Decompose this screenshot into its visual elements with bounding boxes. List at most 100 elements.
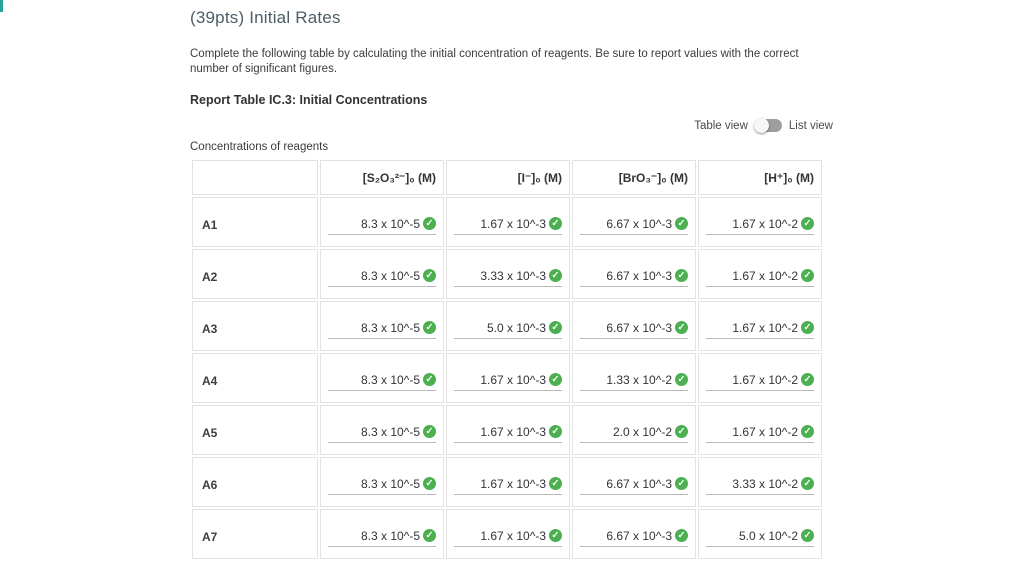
correct-check-icon (801, 269, 814, 282)
correct-check-icon (801, 477, 814, 490)
concentration-input[interactable]: 8.3 x 10^-5 (328, 477, 436, 495)
correct-check-icon (549, 425, 562, 438)
concentration-input[interactable]: 8.3 x 10^-5 (328, 373, 436, 391)
table-cell: 3.33 x 10^-3 (446, 249, 570, 299)
correct-check-icon (549, 217, 562, 230)
correct-check-icon (549, 269, 562, 282)
concentration-input[interactable]: 6.67 x 10^-3 (580, 477, 688, 495)
correct-check-icon (549, 373, 562, 386)
view-toggle-switch[interactable] (753, 118, 782, 133)
input-value: 1.67 x 10^-3 (480, 372, 546, 387)
correct-check-icon (549, 529, 562, 542)
table-row: A6 8.3 x 10^-5 1.67 x 10^-3 6.67 x 10^-3… (192, 457, 822, 507)
correct-check-icon (801, 217, 814, 230)
concentration-input[interactable]: 1.67 x 10^-3 (454, 217, 562, 235)
concentration-input[interactable]: 1.67 x 10^-2 (706, 425, 814, 443)
input-value: 2.0 x 10^-2 (613, 424, 672, 439)
input-value: 1.67 x 10^-2 (732, 268, 798, 283)
table-cell: 8.3 x 10^-5 (320, 353, 444, 403)
row-label: A1 (192, 197, 318, 247)
corner-header-cell (192, 160, 318, 195)
input-value: 1.67 x 10^-2 (732, 320, 798, 335)
input-value: 6.67 x 10^-3 (606, 320, 672, 335)
concentration-input[interactable]: 5.0 x 10^-2 (706, 529, 814, 547)
table-row: A7 8.3 x 10^-5 1.67 x 10^-3 6.67 x 10^-3… (192, 509, 822, 559)
concentration-input[interactable]: 6.67 x 10^-3 (580, 529, 688, 547)
column-header-bro3: [BrO₃⁻]₀ (M) (572, 160, 696, 195)
table-cell: 8.3 x 10^-5 (320, 405, 444, 455)
concentration-input[interactable]: 1.67 x 10^-2 (706, 269, 814, 287)
table-row: A5 8.3 x 10^-5 1.67 x 10^-3 2.0 x 10^-2 … (192, 405, 822, 455)
input-value: 8.3 x 10^-5 (361, 528, 420, 543)
correct-check-icon (423, 373, 436, 386)
table-cell: 1.67 x 10^-3 (446, 405, 570, 455)
table-view-label[interactable]: Table view (694, 119, 748, 132)
input-value: 8.3 x 10^-5 (361, 268, 420, 283)
concentration-input[interactable]: 1.67 x 10^-2 (706, 217, 814, 235)
row-label: A3 (192, 301, 318, 351)
input-value: 1.67 x 10^-3 (480, 528, 546, 543)
correct-check-icon (423, 529, 436, 542)
concentration-input[interactable]: 1.67 x 10^-3 (454, 477, 562, 495)
input-value: 6.67 x 10^-3 (606, 268, 672, 283)
concentration-input[interactable]: 8.3 x 10^-5 (328, 217, 436, 235)
correct-check-icon (675, 425, 688, 438)
table-cell: 6.67 x 10^-3 (572, 457, 696, 507)
concentration-input[interactable]: 1.67 x 10^-3 (454, 373, 562, 391)
input-value: 3.33 x 10^-3 (480, 268, 546, 283)
page-title: (39pts) Initial Rates (190, 8, 341, 27)
input-value: 5.0 x 10^-2 (739, 528, 798, 543)
table-cell: 8.3 x 10^-5 (320, 509, 444, 559)
concentration-input[interactable]: 2.0 x 10^-2 (580, 425, 688, 443)
table-cell: 1.67 x 10^-3 (446, 353, 570, 403)
correct-check-icon (801, 529, 814, 542)
row-label: A4 (192, 353, 318, 403)
list-view-label[interactable]: List view (788, 119, 833, 132)
correct-check-icon (675, 477, 688, 490)
input-value: 1.67 x 10^-2 (732, 372, 798, 387)
concentration-input[interactable]: 1.67 x 10^-3 (454, 425, 562, 443)
correct-check-icon (423, 425, 436, 438)
table-cell: 6.67 x 10^-3 (572, 197, 696, 247)
concentration-input[interactable]: 8.3 x 10^-5 (328, 529, 436, 547)
concentration-input[interactable]: 1.67 x 10^-2 (706, 321, 814, 339)
table-row: A1 8.3 x 10^-5 1.67 x 10^-3 6.67 x 10^-3… (192, 197, 822, 247)
table-cell: 1.67 x 10^-3 (446, 197, 570, 247)
input-value: 1.67 x 10^-2 (732, 216, 798, 231)
correct-check-icon (675, 529, 688, 542)
table-cell: 1.67 x 10^-2 (698, 249, 822, 299)
table-cell: 8.3 x 10^-5 (320, 457, 444, 507)
table-caption: Concentrations of reagents (190, 141, 329, 153)
report-table-heading: Report Table IC.3: Initial Concentration… (190, 93, 428, 107)
input-value: 6.67 x 10^-3 (606, 216, 672, 231)
concentration-input[interactable]: 1.33 x 10^-2 (580, 373, 688, 391)
concentration-input[interactable]: 5.0 x 10^-3 (454, 321, 562, 339)
table-cell: 6.67 x 10^-3 (572, 301, 696, 351)
input-value: 3.33 x 10^-2 (732, 476, 798, 491)
correct-check-icon (423, 321, 436, 334)
concentration-input[interactable]: 6.67 x 10^-3 (580, 217, 688, 235)
input-value: 8.3 x 10^-5 (361, 216, 420, 231)
concentration-input[interactable]: 6.67 x 10^-3 (580, 269, 688, 287)
concentration-input[interactable]: 8.3 x 10^-5 (328, 321, 436, 339)
table-cell: 1.67 x 10^-2 (698, 353, 822, 403)
input-value: 8.3 x 10^-5 (361, 424, 420, 439)
table-cell: 5.0 x 10^-3 (446, 301, 570, 351)
view-toggle-row: Table view List view (190, 118, 833, 133)
concentration-input[interactable]: 8.3 x 10^-5 (328, 425, 436, 443)
concentration-input[interactable]: 3.33 x 10^-2 (706, 477, 814, 495)
concentration-input[interactable]: 1.67 x 10^-2 (706, 373, 814, 391)
correct-check-icon (675, 217, 688, 230)
input-value: 1.67 x 10^-2 (732, 424, 798, 439)
concentration-input[interactable]: 8.3 x 10^-5 (328, 269, 436, 287)
correct-check-icon (423, 477, 436, 490)
input-value: 6.67 x 10^-3 (606, 528, 672, 543)
correct-check-icon (801, 373, 814, 386)
table-cell: 3.33 x 10^-2 (698, 457, 822, 507)
correct-check-icon (549, 321, 562, 334)
concentration-input[interactable]: 3.33 x 10^-3 (454, 269, 562, 287)
concentration-input[interactable]: 1.67 x 10^-3 (454, 529, 562, 547)
concentration-input[interactable]: 6.67 x 10^-3 (580, 321, 688, 339)
input-value: 1.67 x 10^-3 (480, 424, 546, 439)
table-cell: 8.3 x 10^-5 (320, 197, 444, 247)
